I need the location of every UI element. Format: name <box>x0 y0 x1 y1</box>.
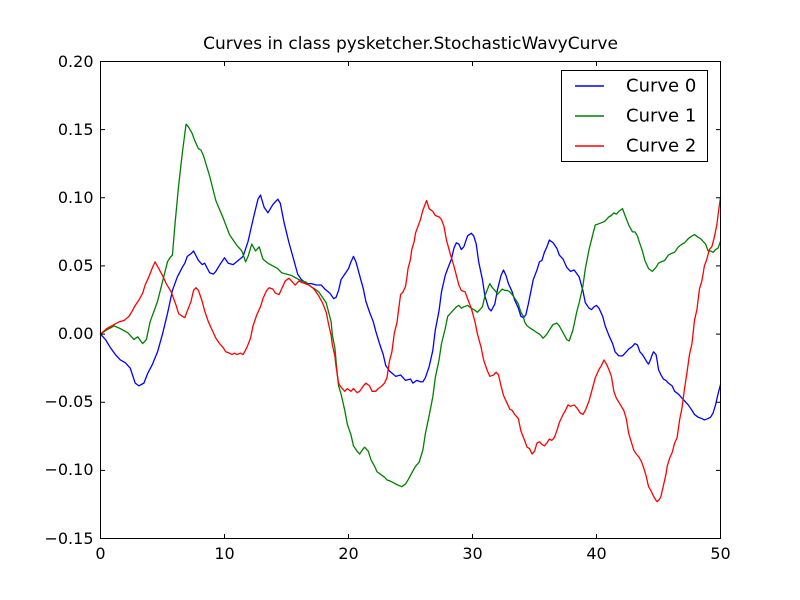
legend-line-sample-curve-0 <box>575 85 604 87</box>
y-tick-label: 0.15 <box>57 119 94 139</box>
x-tick-label: 20 <box>338 543 359 563</box>
curve-2-line <box>99 197 722 503</box>
legend-entry-curve-1: Curve 1 <box>562 101 707 131</box>
legend-entry-curve-0: Curve 0 <box>562 71 707 101</box>
y-tick-label: 0.00 <box>57 324 94 344</box>
x-tick-label: 0 <box>95 543 106 563</box>
x-tick-label: 40 <box>586 543 607 563</box>
y-tick-label: −0.10 <box>44 460 94 480</box>
legend-line-sample-curve-2 <box>575 145 604 147</box>
legend-line-sample-curve-1 <box>575 115 604 117</box>
y-tick-label: 0.05 <box>57 255 94 275</box>
chart-title: Curves in class pysketcher.StochasticWav… <box>203 34 618 54</box>
legend-entry-curve-2: Curve 2 <box>562 131 707 161</box>
x-tick-label: 30 <box>462 543 483 563</box>
axes-border <box>100 61 721 539</box>
y-tick-label: −0.15 <box>44 528 94 548</box>
y-tick-label: 0.10 <box>57 187 94 207</box>
legend-label-curve-1: Curve 1 <box>626 105 697 127</box>
legend-label-curve-0: Curve 0 <box>626 75 697 97</box>
legend-label-curve-2: Curve 2 <box>626 135 697 157</box>
y-tick-label: −0.05 <box>44 392 94 412</box>
legend: Curve 0 Curve 1 Curve 2 <box>561 70 708 162</box>
curve-1-line <box>99 123 722 488</box>
curve-0-line <box>99 194 722 421</box>
axis-ticks <box>100 61 721 539</box>
y-tick-label: 0.20 <box>57 51 94 71</box>
x-tick-label: 10 <box>214 543 235 563</box>
x-tick-label: 50 <box>710 543 731 563</box>
